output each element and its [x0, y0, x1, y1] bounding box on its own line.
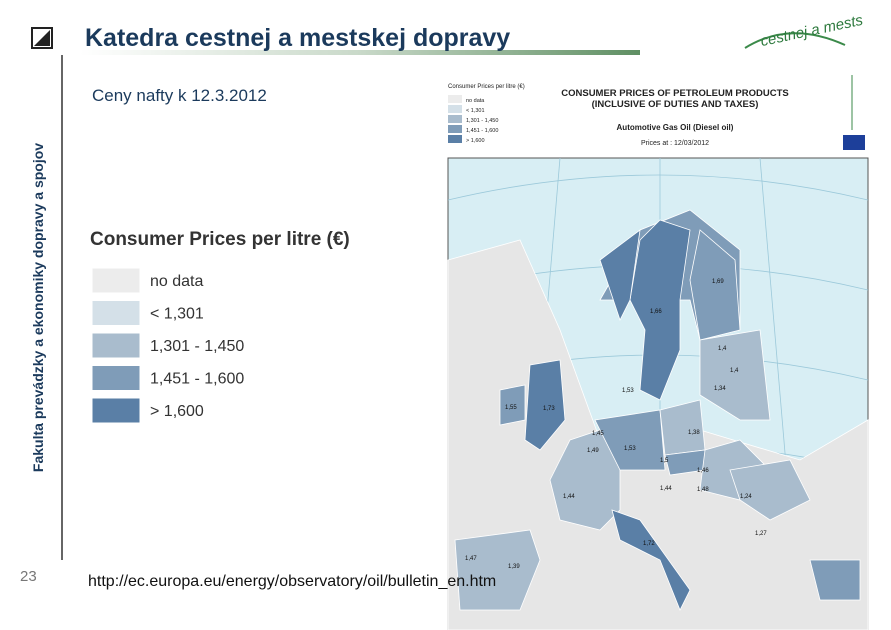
small-legend-label: no data [466, 98, 485, 104]
map-value-label: 1,55 [505, 405, 517, 411]
legend-title: Consumer Prices per litre (€) [90, 229, 350, 250]
map-product: Automotive Gas Oil (Diesel oil) [617, 123, 734, 132]
eu-flag [843, 135, 865, 150]
map-value-label: 1,5 [660, 458, 669, 464]
legend-swatch [91, 267, 141, 294]
legend: no data < 1,301 1,301 - 1,450 1,451 - 1,600… [91, 267, 244, 424]
map-labels: 1,69 1,66 1,4 1,4 1,34 1,53 1,55 1,73 1,45 1,49 1,… [465, 279, 767, 570]
map-value-label: 1,44 [660, 486, 672, 492]
map-value-label: 1,4 [718, 346, 727, 352]
map-value-label: 1,66 [650, 309, 662, 315]
countries [447, 209, 869, 630]
map-value-label: 1,53 [622, 388, 634, 394]
legend-swatch [91, 300, 141, 326]
map-title-2: (INCLUSIVE OF DUTIES AND TAXES) [592, 99, 759, 110]
legend-label: no data [150, 273, 203, 290]
small-legend-label: > 1,600 [466, 138, 485, 144]
map-value-label: 1,69 [712, 279, 724, 285]
map-value-label: 1,47 [465, 556, 477, 562]
logo-mark [34, 30, 50, 46]
logo-text: cestnej a mests [759, 12, 865, 50]
small-swatch [448, 135, 462, 143]
map-value-label: 1,4 [730, 368, 739, 374]
map-value-label: 1,48 [697, 487, 709, 493]
legend-swatch [91, 397, 141, 424]
small-legend-label: 1,301 - 1,450 [466, 118, 498, 124]
subtitle: Ceny nafty k 12.3.2012 [92, 86, 267, 105]
map-value-label: 1,46 [697, 468, 709, 474]
map-value-label: 1,44 [563, 494, 575, 500]
map-value-label: 1,72 [643, 541, 655, 547]
map-value-label: 1,38 [688, 430, 700, 436]
map-value-label: 1,53 [624, 446, 636, 452]
header-bar [80, 50, 640, 55]
small-legend-title: Consumer Prices per litre (€) [448, 84, 525, 90]
map-value-label: 1,39 [508, 564, 520, 570]
legend-label: > 1,600 [150, 403, 204, 420]
map-value-label: 1,27 [755, 531, 767, 537]
small-swatch [448, 95, 462, 103]
map-value-label: 1,73 [543, 406, 555, 412]
small-swatch [448, 125, 462, 133]
side-text: Fakulta prevádzky a ekonomiky dopravy a … [30, 142, 46, 473]
small-swatch [448, 115, 462, 123]
legend-swatch [91, 332, 141, 359]
map-value-label: 1,24 [740, 494, 752, 500]
map-value-label: 1,45 [592, 431, 604, 437]
page-number: 23 [20, 568, 37, 585]
map-small-legend: Consumer Prices per litre (€) no data < 1,… [448, 84, 525, 144]
map-date: Prices at : 12/03/2012 [641, 140, 709, 147]
logo-arc [744, 32, 846, 49]
map-value-label: 1,49 [587, 448, 599, 454]
header-title: Katedra cestnej a mestskej dopravy [85, 24, 511, 52]
small-legend-label: < 1,301 [466, 108, 485, 114]
map-value-label: 1,34 [714, 386, 726, 392]
legend-swatch [91, 365, 141, 391]
source-url[interactable]: http://ec.europa.eu/energy/observatory/o… [88, 573, 497, 590]
small-legend-label: 1,451 - 1,600 [466, 128, 498, 134]
map-title-1: CONSUMER PRICES OF PETROLEUM PRODUCTS [561, 88, 789, 99]
small-swatch [448, 105, 462, 113]
legend-label: 1,451 - 1,600 [150, 371, 244, 388]
legend-label: 1,301 - 1,450 [150, 338, 244, 355]
legend-label: < 1,301 [150, 306, 204, 323]
